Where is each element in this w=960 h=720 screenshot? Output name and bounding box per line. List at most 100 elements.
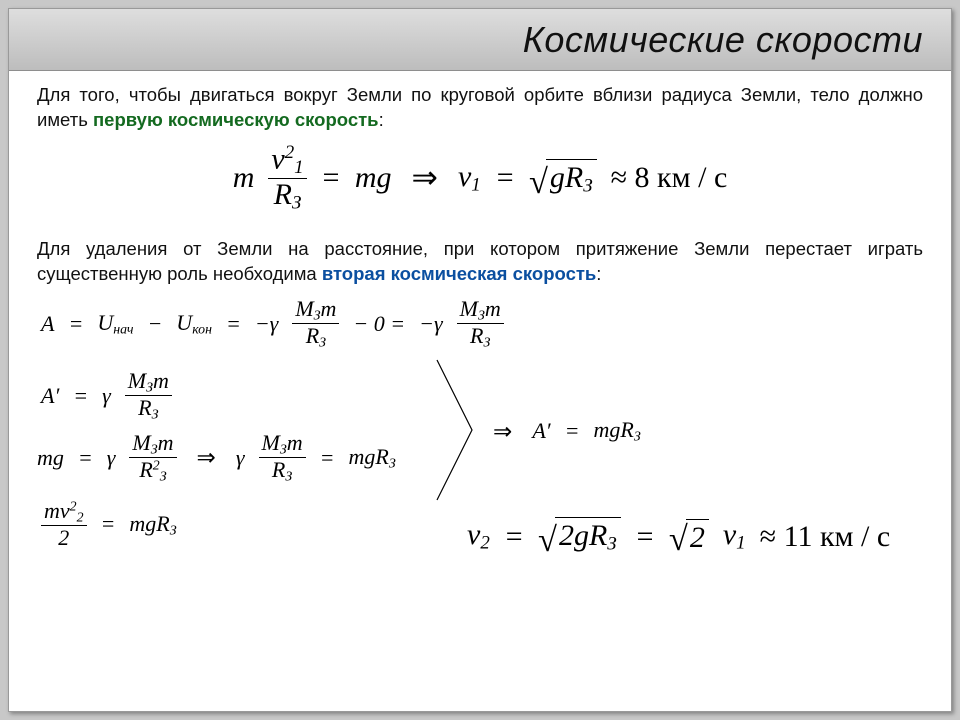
dF-sqrt2: √ 2 bbox=[669, 519, 709, 555]
dA-U2: U bbox=[176, 310, 192, 335]
dMg-m1: m bbox=[158, 430, 174, 455]
dA-R1: R bbox=[306, 323, 319, 348]
dKe-mgR: mgR bbox=[129, 511, 169, 536]
dKe-Z: З bbox=[170, 522, 177, 537]
dA-U1: U bbox=[97, 310, 113, 335]
dAp-A: A′ bbox=[41, 383, 59, 409]
f1-den-R: R bbox=[274, 178, 292, 211]
dA-Z3: З bbox=[478, 308, 485, 323]
derivation-block: A = Uнач − Uкон = −γ MЗm RЗ − 0 = −γ MЗm… bbox=[37, 297, 923, 617]
f1-sqrt-g: g bbox=[550, 161, 565, 194]
p1-text-b: : bbox=[379, 109, 384, 130]
dAp-M: M bbox=[128, 368, 146, 393]
dKe-sub: 2 bbox=[77, 510, 84, 525]
formula-Aprime-result: ⇒ A′ = mgRЗ bbox=[487, 417, 641, 444]
dA-A: A bbox=[41, 311, 54, 337]
formula-work: A = Uнач − Uкон = −γ MЗm RЗ − 0 = −γ MЗm… bbox=[41, 297, 504, 350]
f1-v1: v bbox=[458, 160, 471, 193]
f1-v1-sub: 1 bbox=[471, 175, 480, 196]
dMg-frac2: MЗm RЗ bbox=[259, 431, 306, 484]
dA-Z1: З bbox=[314, 308, 321, 323]
dF-v: v bbox=[467, 518, 480, 551]
dAp-eq: = bbox=[73, 383, 88, 409]
dA-m2: m bbox=[485, 296, 501, 321]
dF-s2a: 2 bbox=[686, 519, 709, 555]
dA-Z4: З bbox=[483, 335, 490, 350]
dKe-eq: = bbox=[101, 511, 116, 537]
dMg-eq2: = bbox=[320, 445, 335, 471]
dKe-sup: 2 bbox=[70, 499, 77, 514]
dAp-Z1: З bbox=[146, 380, 153, 395]
dOut-arrow: ⇒ bbox=[487, 418, 518, 445]
dMg-mgR: mgR bbox=[349, 444, 389, 469]
dF-sub2: 2 bbox=[480, 533, 489, 554]
dOut-Z: З bbox=[634, 429, 641, 444]
formula-first-velocity: m v21 RЗ = mg ⇒ v1 = √ gRЗ ≈ 8 км / с bbox=[37, 143, 923, 214]
dF-2gR: 2gR bbox=[559, 519, 607, 552]
paragraph-1: Для того, чтобы двигаться вокруг Земли п… bbox=[37, 83, 923, 133]
dA-nach: нач bbox=[113, 322, 133, 337]
dF-v1: v bbox=[723, 518, 736, 551]
dMg-Z1: З bbox=[151, 442, 158, 457]
f1-num-sub: 1 bbox=[294, 157, 303, 178]
dA-kon: кон bbox=[192, 322, 212, 337]
dA-zero: − 0 = bbox=[353, 311, 405, 337]
dA-M2: M bbox=[460, 296, 478, 321]
dMg-arrow: ⇒ bbox=[191, 444, 222, 471]
dMg-g1: γ bbox=[107, 445, 116, 471]
dOut-A: A′ bbox=[532, 418, 550, 444]
f1-m: m bbox=[233, 161, 255, 195]
dA-Z2: З bbox=[319, 335, 326, 350]
f1-num-sup: 2 bbox=[285, 142, 294, 163]
dAp-frac: MЗm RЗ bbox=[125, 369, 172, 422]
f1-arrow: ⇒ bbox=[406, 160, 444, 196]
formula-Aprime: A′ = γ MЗm RЗ bbox=[41, 369, 172, 422]
dA-eq2: = bbox=[226, 311, 241, 337]
f1-num-v: v bbox=[271, 142, 284, 175]
dA-R2: R bbox=[470, 323, 483, 348]
dA-ng2: −γ bbox=[419, 311, 443, 337]
dAp-R: R bbox=[138, 395, 151, 420]
dMg-frac1: MЗm R2З bbox=[129, 431, 176, 484]
f1-sqrt: √ gRЗ bbox=[529, 159, 597, 198]
dA-m1: m bbox=[321, 296, 337, 321]
dMg-g2: γ bbox=[236, 445, 245, 471]
dKe-den: 2 bbox=[55, 526, 72, 549]
f1-sqrt-R: R bbox=[565, 161, 583, 194]
dOut-mgR: mgR bbox=[593, 417, 633, 442]
dKe-m: m bbox=[44, 498, 60, 523]
brace-icon bbox=[432, 355, 482, 505]
f1-eq2: = bbox=[495, 161, 515, 195]
dMg-M2: M bbox=[262, 430, 280, 455]
p2-emph: вторая космическая скорость bbox=[322, 263, 596, 284]
p2-text-b: : bbox=[596, 263, 601, 284]
dKe-frac: mv22 2 bbox=[41, 499, 87, 549]
f1-frac: v21 RЗ bbox=[268, 143, 306, 214]
content-area: Для того, чтобы двигаться вокруг Земли п… bbox=[37, 83, 923, 701]
dA-minus: − bbox=[147, 311, 162, 337]
dMg-R1: R bbox=[139, 457, 152, 482]
dA-frac2: MЗm RЗ bbox=[457, 297, 504, 350]
slide-title: Космические скорости bbox=[523, 19, 923, 61]
dA-frac1: MЗm RЗ bbox=[292, 297, 339, 350]
dF-Z: З bbox=[607, 534, 616, 555]
dOut-eq: = bbox=[565, 418, 580, 444]
f1-approx: ≈ 8 км / с bbox=[611, 161, 728, 195]
dA-ng1: −γ bbox=[255, 311, 279, 337]
dF-eq2: = bbox=[635, 520, 655, 554]
dA-M1: M bbox=[295, 296, 313, 321]
f1-sqrt-Rsub: З bbox=[583, 176, 592, 197]
paragraph-2: Для удаления от Земли на расстояние, при… bbox=[37, 237, 923, 287]
dMg-m2: m bbox=[287, 430, 303, 455]
dMg-Z4: З bbox=[285, 469, 292, 484]
dF-sub1: 1 bbox=[736, 533, 745, 554]
dAp-m: m bbox=[153, 368, 169, 393]
f1-eq: = bbox=[321, 161, 341, 195]
dMg-M1: M bbox=[132, 430, 150, 455]
dMg-R2: R bbox=[272, 457, 285, 482]
dMg-eq1: = bbox=[78, 445, 93, 471]
dMg-sq: 2 bbox=[153, 458, 160, 473]
f1-mg: mg bbox=[355, 161, 392, 195]
dMg-Z3: З bbox=[280, 442, 287, 457]
p1-emph: первую космическую скорость bbox=[93, 109, 379, 130]
